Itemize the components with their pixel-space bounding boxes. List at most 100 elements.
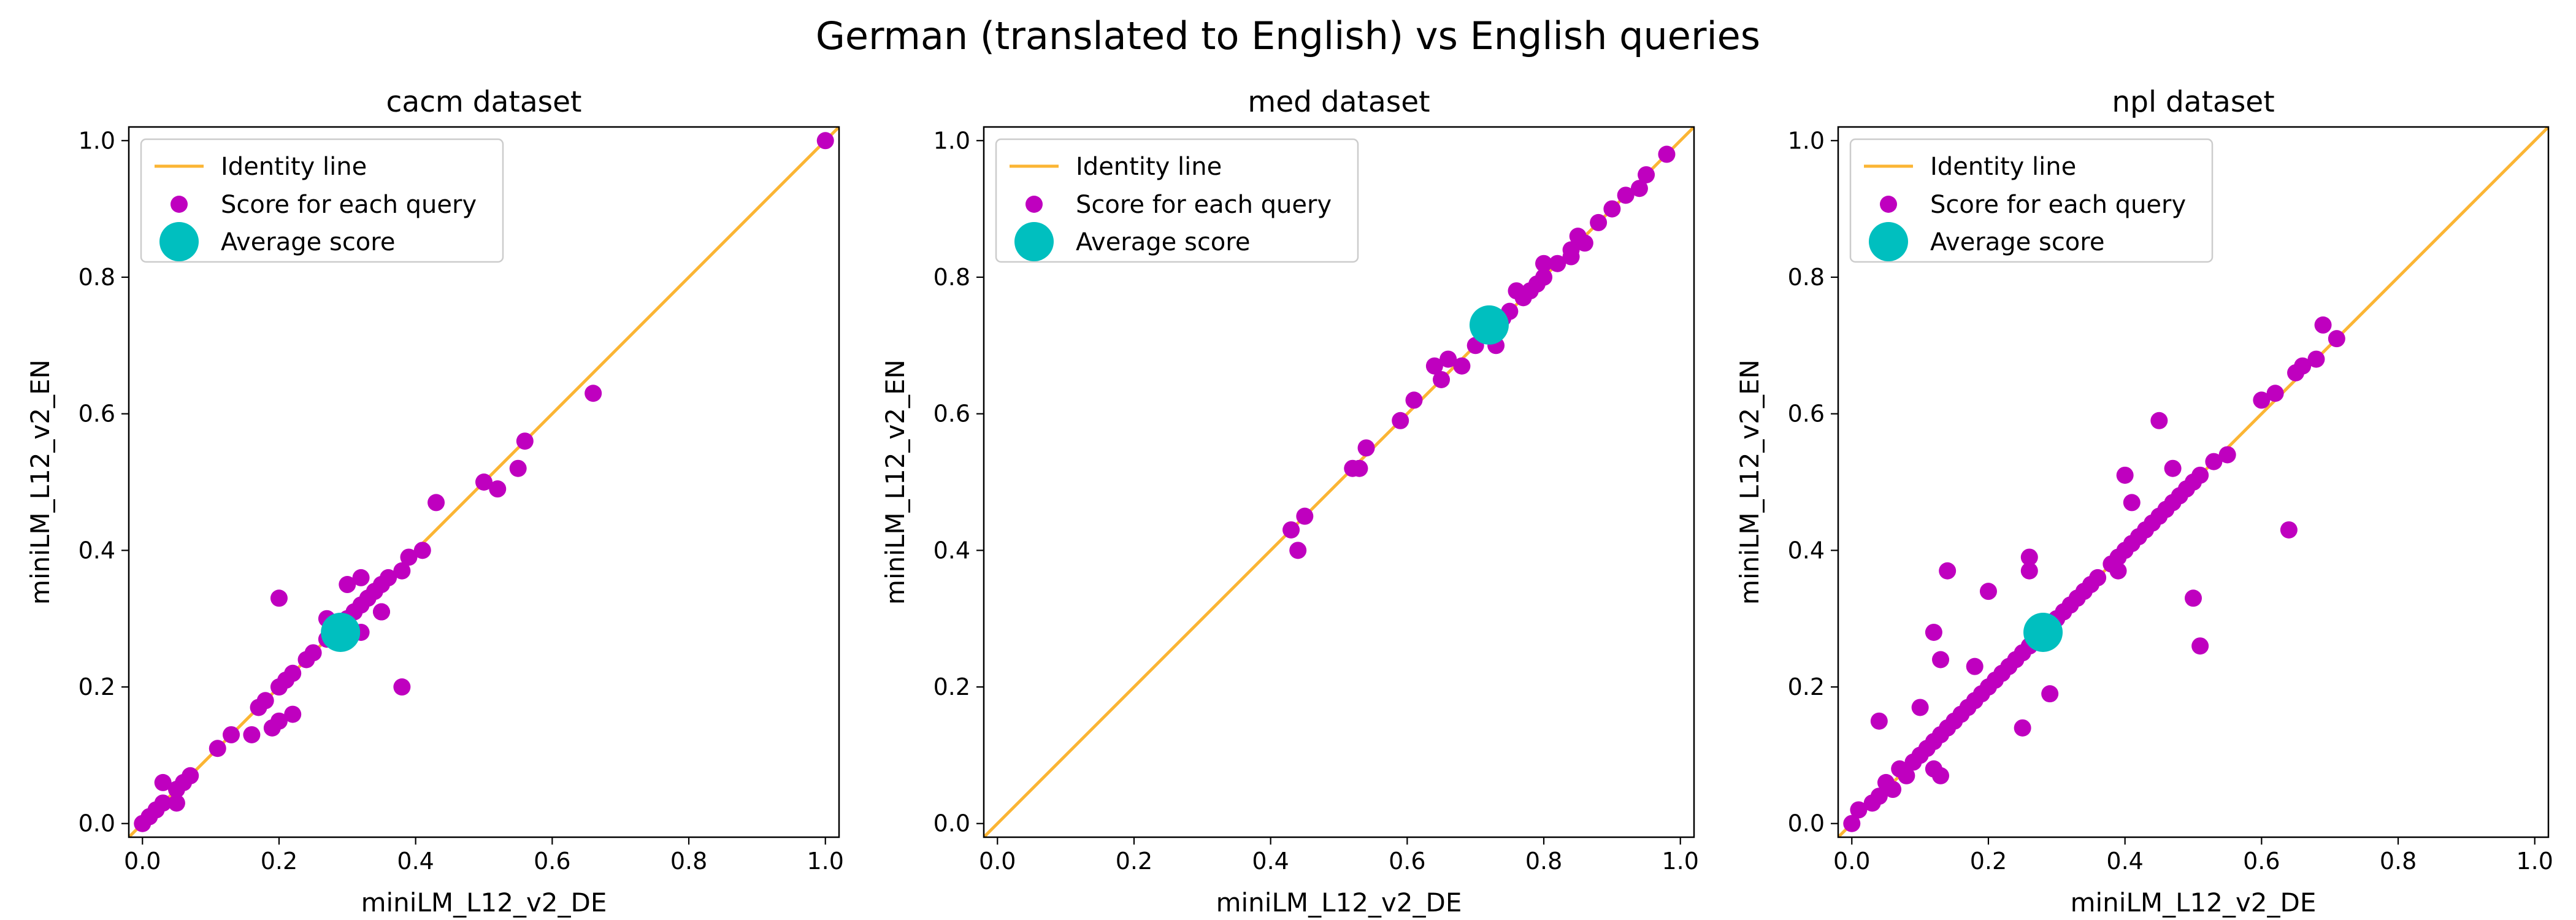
- panel-title: cacm dataset: [386, 85, 582, 119]
- query-score-point: [1939, 562, 1957, 580]
- query-score-point: [1453, 357, 1471, 375]
- query-score-point: [284, 664, 302, 682]
- query-score-point: [1549, 255, 1566, 272]
- query-score-point: [352, 569, 370, 586]
- query-score-point: [1590, 213, 1608, 231]
- x-tick-label: 0.0: [124, 848, 161, 875]
- query-score-point: [1296, 507, 1314, 525]
- query-score-point: [1405, 391, 1423, 409]
- query-score-point: [1884, 781, 1902, 799]
- query-score-point: [243, 726, 261, 743]
- legend-average-swatch: [159, 222, 199, 261]
- query-score-point: [1392, 412, 1409, 429]
- query-score-point: [167, 794, 185, 812]
- chart-panel-1: cacm dataset 0.0 0.2 0.4 0.6 0.8 1.0 0.0 0.2 0.4 0…: [25, 85, 844, 918]
- query-score-point: [2116, 466, 2134, 484]
- y-tick-label: 0.2: [1788, 673, 1825, 700]
- y-tick-label: 0.8: [79, 264, 115, 291]
- x-tick-label: 0.8: [670, 848, 707, 875]
- query-score-point: [2266, 385, 2284, 402]
- y-axis-label: miniLM_L12_v2_EN: [1735, 359, 1765, 605]
- query-score-point: [2253, 391, 2271, 409]
- query-score-point: [1979, 583, 1997, 600]
- query-score-point: [1843, 815, 1861, 832]
- query-score-point: [223, 726, 240, 743]
- legend: Identity line Score for each query Average…: [140, 138, 504, 263]
- query-score-point: [1966, 657, 1984, 675]
- x-tick-label: 0.6: [534, 848, 570, 875]
- y-axis-label: miniLM_L12_v2_EN: [25, 359, 55, 605]
- legend: Identity line Score for each query Average…: [1849, 138, 2214, 263]
- legend-box: [1849, 138, 2214, 263]
- legend-identity-label: Identity line: [221, 153, 367, 181]
- query-score-point: [393, 678, 411, 696]
- y-tick-label: 0.4: [79, 537, 115, 564]
- query-score-point: [2307, 350, 2325, 368]
- x-tick-label: 0.8: [2380, 848, 2417, 875]
- average-score-point: [2023, 612, 2063, 652]
- average-score-point: [321, 612, 361, 652]
- query-score-point: [1425, 357, 1443, 375]
- y-tick-label: 0.6: [933, 401, 970, 427]
- query-score-point: [2041, 685, 2059, 703]
- y-tick-label: 0.8: [933, 264, 970, 291]
- query-score-point: [284, 705, 302, 723]
- panel-title: med dataset: [1248, 85, 1430, 119]
- query-score-point: [1898, 767, 1915, 784]
- x-tick-label: 1.0: [1662, 848, 1699, 875]
- query-score-point: [154, 773, 172, 791]
- average-score-point: [1469, 305, 1509, 345]
- query-score-point: [372, 603, 390, 621]
- y-tick-label: 0.4: [933, 537, 970, 564]
- query-score-point: [2020, 562, 2038, 580]
- query-score-point: [2014, 719, 2031, 737]
- query-score-point: [2294, 357, 2312, 375]
- x-tick-label: 0.6: [1389, 848, 1425, 875]
- query-score-point: [2205, 453, 2223, 470]
- query-score-point: [2314, 316, 2332, 334]
- query-score-point: [1433, 370, 1451, 388]
- y-tick-label: 0.6: [79, 401, 115, 427]
- y-tick-label: 0.2: [79, 673, 115, 700]
- legend-average-swatch: [1869, 222, 1908, 261]
- query-score-point: [154, 794, 172, 812]
- y-tick-label: 0.4: [1788, 537, 1825, 564]
- query-score-point: [380, 569, 397, 586]
- x-tick-label: 0.6: [2243, 848, 2280, 875]
- legend-average-label: Average score: [1076, 228, 1250, 256]
- query-score-point: [2020, 548, 2038, 566]
- y-axis-label: miniLM_L12_v2_EN: [880, 359, 910, 605]
- legend-scores-label: Score for each query: [1930, 191, 2186, 219]
- chart-panel-2: med dataset 0.0 0.2 0.4 0.6 0.8 1.0 0.0 0.2 0.4 0.…: [880, 85, 1699, 918]
- y-tick-label: 0.0: [79, 810, 115, 837]
- query-score-point: [427, 494, 445, 512]
- legend-scores-swatch: [171, 196, 188, 213]
- x-tick-label: 0.0: [1833, 848, 1870, 875]
- legend-average-swatch: [1014, 222, 1054, 261]
- y-tick-label: 0.2: [933, 673, 970, 700]
- query-score-point: [1603, 200, 1621, 218]
- query-score-point: [2191, 637, 2209, 655]
- x-tick-label: 0.4: [397, 848, 434, 875]
- plot-area: [984, 127, 1694, 837]
- query-score-point: [304, 644, 322, 662]
- y-tick-label: 0.0: [1788, 810, 1825, 837]
- plot-area: [129, 127, 839, 837]
- legend-box: [995, 138, 1359, 263]
- legend-identity-label: Identity line: [1076, 153, 1222, 181]
- axes-frame: [983, 126, 1695, 838]
- legend-scores-swatch: [1880, 196, 1897, 213]
- query-score-point: [1932, 651, 1950, 669]
- query-score-point: [475, 473, 493, 491]
- x-axis-label: miniLM_L12_v2_DE: [361, 887, 607, 918]
- query-score-point: [1638, 166, 1655, 183]
- query-score-point: [1351, 459, 1368, 477]
- query-score-point: [2328, 330, 2345, 348]
- query-score-point: [270, 589, 288, 607]
- query-score-point: [1850, 801, 1868, 819]
- legend-average-label: Average score: [221, 228, 395, 256]
- query-score-point: [2164, 459, 2182, 477]
- legend-box: [140, 138, 504, 263]
